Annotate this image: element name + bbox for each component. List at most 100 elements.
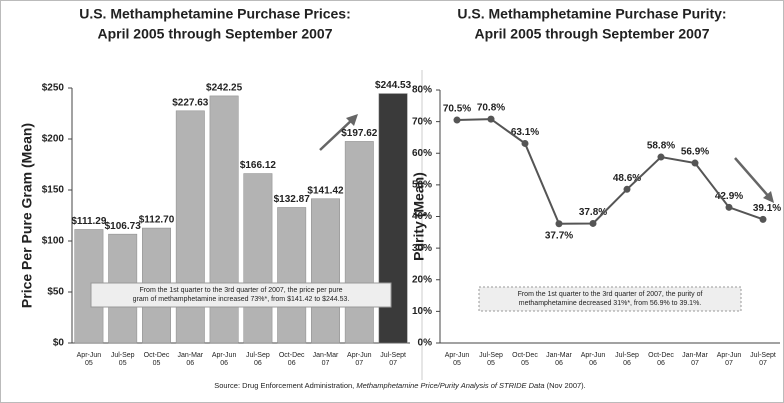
y-tick-label: 10% <box>412 306 432 317</box>
x-tick-line: Apr-Jun <box>445 352 470 359</box>
x-tick-line: 05 <box>453 360 461 367</box>
x-tick-line: Oct-Dec <box>512 352 538 359</box>
y-tick-label: 80% <box>412 85 432 96</box>
x-tick-label: Jul-Sep 06 <box>615 352 639 367</box>
x-tick-line: Jul-Sep <box>111 352 135 359</box>
bar <box>378 93 408 344</box>
x-tick-label: Jan-Mar 07 <box>682 352 708 367</box>
source: Source: Drug Enforcement Administration,… <box>214 381 586 390</box>
marker <box>623 185 631 193</box>
annotation-box <box>90 282 392 308</box>
chart-title: April 2005 through September 2007 <box>475 26 710 42</box>
x-tick-line: Jul-Sept <box>750 352 776 359</box>
x-tick-line: Oct-Dec <box>279 352 305 359</box>
bar <box>277 207 307 344</box>
x-tick-line: 05 <box>85 360 93 367</box>
x-tick-label: Apr-Jun 05 <box>77 352 102 367</box>
x-tick-line: 05 <box>521 360 529 367</box>
y-tick-label: $50 <box>47 287 64 298</box>
x-tick-label: Oct-Dec 05 <box>144 352 170 367</box>
x-tick-label: Oct-Dec 06 <box>279 352 305 367</box>
data-label: 70.8% <box>477 103 505 114</box>
data-label: $227.63 <box>172 97 209 108</box>
annotation: From the 1st quarter to the 3rd quarter … <box>518 291 703 298</box>
y-axis-label: Price Per Pure Gram (Mean) <box>19 123 35 308</box>
x-tick-line: Jul-Sept <box>380 352 406 359</box>
x-tick-label: Jan-Mar 06 <box>546 352 572 367</box>
y-tick-label: 40% <box>412 211 432 222</box>
x-tick-label: Apr-Jun 06 <box>212 352 237 367</box>
annotation-box <box>478 286 742 312</box>
x-tick-line: 06 <box>555 360 563 367</box>
arrow-head <box>346 114 358 126</box>
bar <box>311 198 340 344</box>
x-tick-label: Apr-Jun 05 <box>445 352 470 367</box>
x-tick-line: 07 <box>691 360 699 367</box>
x-tick-line: Jul-Sep <box>615 352 639 359</box>
x-tick-label: Oct-Dec 06 <box>648 352 674 367</box>
x-tick-line: Jan-Mar <box>682 352 708 359</box>
x-tick-line: 05 <box>487 360 495 367</box>
y-tick-label: $150 <box>42 185 65 196</box>
marker <box>725 203 733 211</box>
data-label: 39.1% <box>753 203 781 214</box>
marker <box>521 139 529 147</box>
x-tick-line: Jul-Sep <box>479 352 503 359</box>
x-tick-line: 07 <box>355 360 363 367</box>
bar <box>344 141 374 344</box>
data-label: $106.73 <box>105 221 142 232</box>
x-tick-label: Apr-Jun 07 <box>717 352 742 367</box>
x-tick-line: 07 <box>389 360 397 367</box>
x-tick-line: Apr-Jun <box>212 352 237 359</box>
x-tick-line: 06 <box>254 360 262 367</box>
x-tick-label: Jul-Sept 07 <box>750 352 776 367</box>
marker <box>487 115 495 123</box>
x-tick-line: 06 <box>589 360 597 367</box>
bar <box>175 110 205 344</box>
data-label: $244.53 <box>375 80 412 91</box>
arrow-head <box>763 191 774 203</box>
x-tick-line: Jan-Mar <box>546 352 572 359</box>
marker <box>589 219 597 227</box>
x-tick-line: 07 <box>725 360 733 367</box>
marker <box>759 215 767 223</box>
x-tick-label: Jan-Mar 07 <box>313 352 339 367</box>
y-tick-label: 70% <box>412 116 432 127</box>
data-label: 42.9% <box>715 191 743 202</box>
y-tick-label: $0 <box>53 338 65 349</box>
y-tick-label: 20% <box>412 274 432 285</box>
data-label: 58.8% <box>647 141 675 152</box>
x-tick-line: 07 <box>322 360 330 367</box>
annotation: From the 1st quarter to the 3rd quarter … <box>139 287 342 294</box>
marker <box>453 116 461 124</box>
chart-title: U.S. Methamphetamine Purchase Purity: <box>457 6 726 22</box>
x-tick-label: Jul-Sep 06 <box>246 352 270 367</box>
y-tick-label: 50% <box>412 180 432 191</box>
data-label: 56.9% <box>681 147 709 158</box>
y-tick-label: $250 <box>42 83 65 94</box>
x-tick-line: 06 <box>623 360 631 367</box>
x-tick-line: Oct-Dec <box>144 352 170 359</box>
marker <box>555 220 563 228</box>
x-tick-line: 06 <box>220 360 228 367</box>
data-label: 37.7% <box>545 230 573 241</box>
marker <box>657 153 665 161</box>
x-tick-line: Jul-Sep <box>246 352 270 359</box>
x-tick-line: Apr-Jun <box>77 352 102 359</box>
x-tick-label: Apr-Jun 06 <box>581 352 606 367</box>
y-tick-label: $200 <box>42 134 65 145</box>
chart-title: April 2005 through September 2007 <box>98 26 333 42</box>
x-tick-label: Oct-Dec 05 <box>512 352 538 367</box>
line <box>456 118 764 225</box>
x-tick-label: Jul-Sept 07 <box>380 352 406 367</box>
x-tick-label: Jul-Sep 05 <box>479 352 503 367</box>
data-label: $112.70 <box>139 215 175 226</box>
y-tick-label: 0% <box>418 338 433 349</box>
chart-title: U.S. Methamphetamine Purchase Prices: <box>79 6 351 22</box>
x-tick-line: 07 <box>759 360 767 367</box>
y-tick-label: 60% <box>412 148 432 159</box>
data-label: $111.29 <box>71 216 106 227</box>
annotation: gram of methamphetamine increased 73%*, … <box>133 296 350 303</box>
data-label: $197.62 <box>341 128 378 139</box>
